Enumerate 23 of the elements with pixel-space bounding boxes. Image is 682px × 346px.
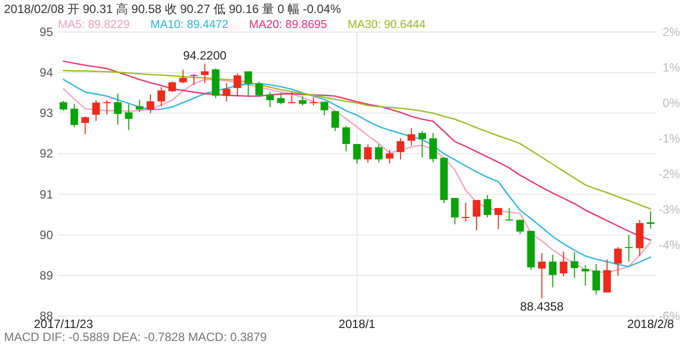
text: MA20: 89.8695 [249,19,328,31]
text: MA10: 89.4472 [150,19,228,31]
y2-tick-label: 0% [662,96,680,110]
y-tick-label: 89 [40,268,54,282]
y2-tick-label: 1% [662,60,680,74]
y-tick-label: 93 [40,106,54,120]
y2-tick-label: 2% [662,25,680,39]
y2-tick-label: -2% [658,167,680,181]
y-tick-label: 94 [40,66,54,80]
annotation: 94.2200 [183,48,227,63]
chart-title: 2018/02/08 开 90.31 高 90.58 收 90.27 低 90.16 量 0 幅 -0.04% [4,2,342,16]
text: MACD DIF: -0.5889 DEA: -0.7828 MACD: 0.3879 [4,330,268,344]
annotation: 88.4358 [520,299,564,314]
y-tick-label: 90 [40,228,54,242]
y2-tick-label: -1% [658,132,680,146]
y-tick-label: 91 [40,187,54,202]
text: MA30: 90.6444 [348,19,426,31]
y2-tick-label: -4% [658,238,680,252]
x-tick-label: 2018/1 [338,317,376,331]
y2-tick-label: -3% [658,202,680,216]
y-tick-label: 95 [40,25,54,39]
y-tick-label: 92 [40,146,54,161]
text: MA5: 89.8229 [58,19,130,31]
